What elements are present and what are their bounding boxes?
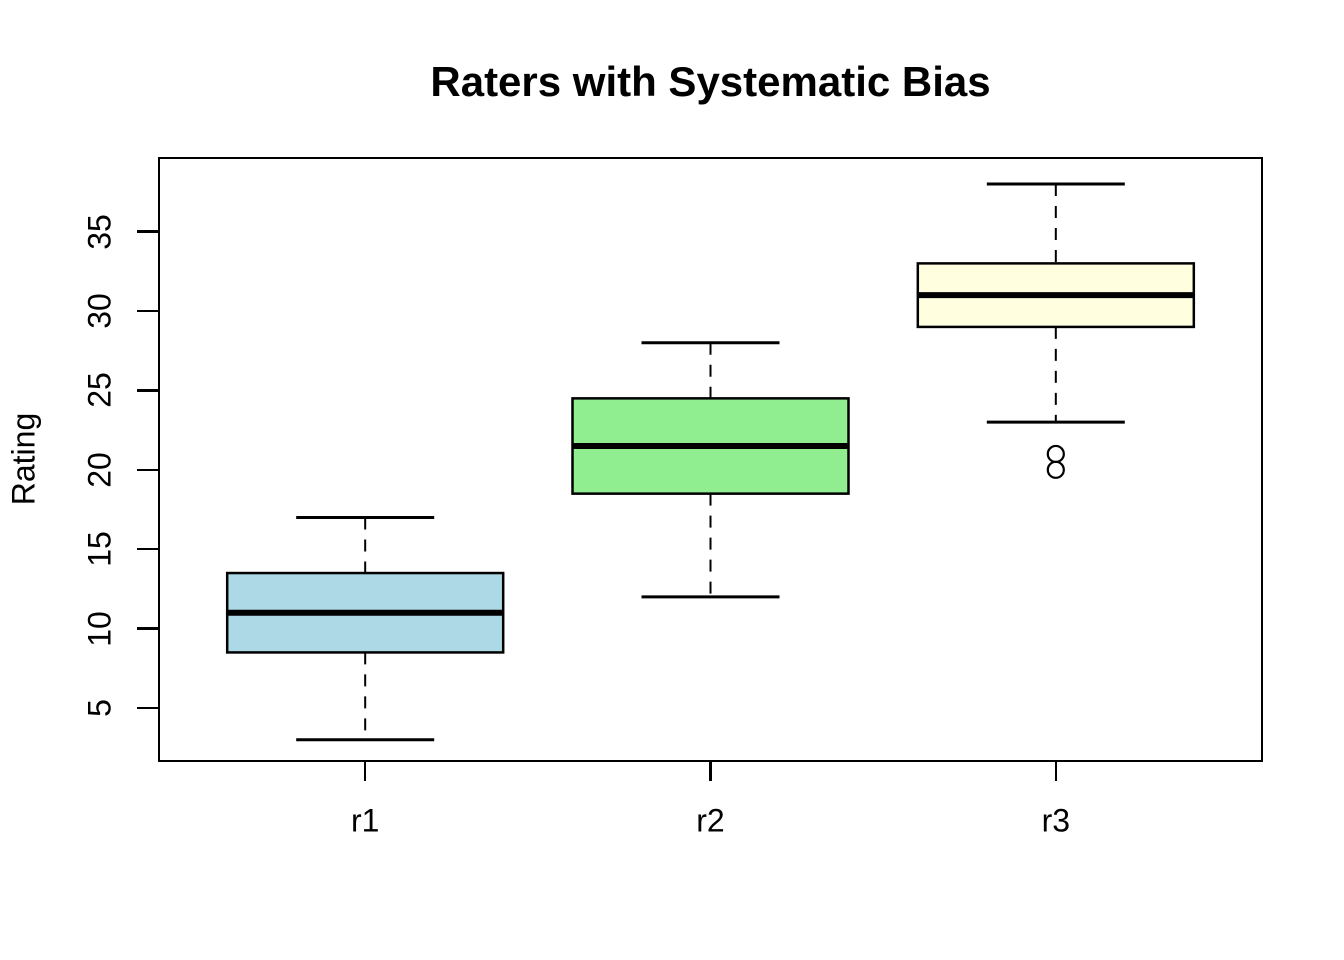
y-tick	[137, 309, 158, 313]
x-tick-label: r1	[350, 802, 380, 839]
y-tick	[137, 468, 158, 472]
y-tick	[137, 706, 158, 710]
y-tick	[137, 230, 158, 233]
outlier-point	[1046, 444, 1065, 464]
x-tick	[709, 760, 712, 781]
x-tick-label: r3	[1041, 802, 1071, 839]
y-tick-label: 35	[81, 213, 118, 250]
chart-title: Raters with Systematic Bias	[430, 58, 991, 105]
boxplot-r2	[571, 341, 850, 599]
y-tick	[137, 627, 158, 630]
boxplot-canvas	[225, 182, 1196, 742]
y-tick-label: 20	[81, 452, 118, 488]
y-tick	[137, 389, 158, 392]
y-axis-label: Rating	[5, 412, 42, 506]
boxplot-r3	[916, 182, 1196, 479]
boxplot-r1	[225, 515, 505, 742]
x-tick	[363, 760, 367, 781]
y-tick-label: 30	[81, 293, 118, 329]
y-tick-label: 15	[81, 531, 118, 567]
outlier-point	[1046, 460, 1065, 479]
y-tick-label: 10	[81, 610, 118, 647]
y-tick-label: 5	[81, 699, 118, 717]
x-tick-label: r2	[696, 802, 725, 839]
x-tick	[1054, 760, 1058, 781]
y-tick	[137, 547, 158, 551]
y-tick-label: 25	[81, 372, 118, 409]
